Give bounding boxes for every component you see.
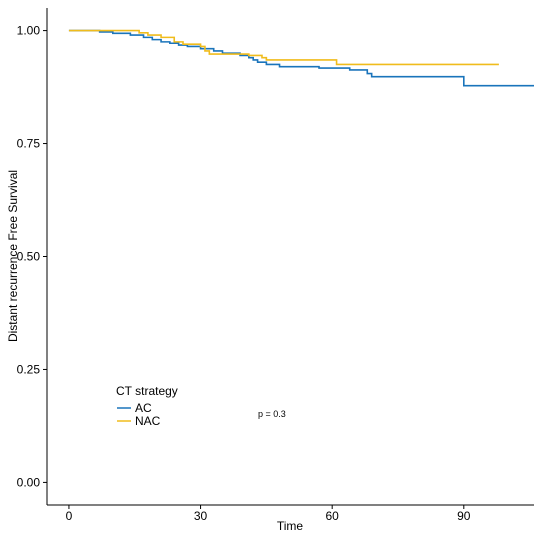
series-line-nac <box>68 29 499 66</box>
p-value-annotation: p = 0.3 <box>258 409 286 419</box>
axes <box>46 8 534 506</box>
series-line-ac <box>68 29 534 87</box>
y-ticks: 0.00 0.25 0.50 0.75 1.00 <box>17 24 47 489</box>
legend-label-nac: NAC <box>135 414 161 428</box>
x-tick-label: 90 <box>457 509 471 523</box>
y-tick-label: 1.00 <box>17 24 41 38</box>
x-ticks: 0 30 60 90 <box>66 505 471 523</box>
series-lines <box>68 29 534 87</box>
x-tick-label: 60 <box>326 509 340 523</box>
y-tick-label: 0.75 <box>17 137 41 151</box>
x-tick-label: 30 <box>194 509 208 523</box>
y-tick-label: 0.50 <box>17 250 41 264</box>
x-tick-label: 0 <box>66 509 73 523</box>
legend-label-ac: AC <box>135 401 152 415</box>
x-axis-title: Time <box>277 519 304 533</box>
legend-title: CT strategy <box>116 384 178 398</box>
y-tick-label: 0.00 <box>17 475 41 489</box>
y-axis-title: Distant recurrence Free Survival <box>6 170 20 342</box>
y-tick-label: 0.25 <box>17 362 41 376</box>
legend: CT strategy AC NAC <box>116 384 178 428</box>
